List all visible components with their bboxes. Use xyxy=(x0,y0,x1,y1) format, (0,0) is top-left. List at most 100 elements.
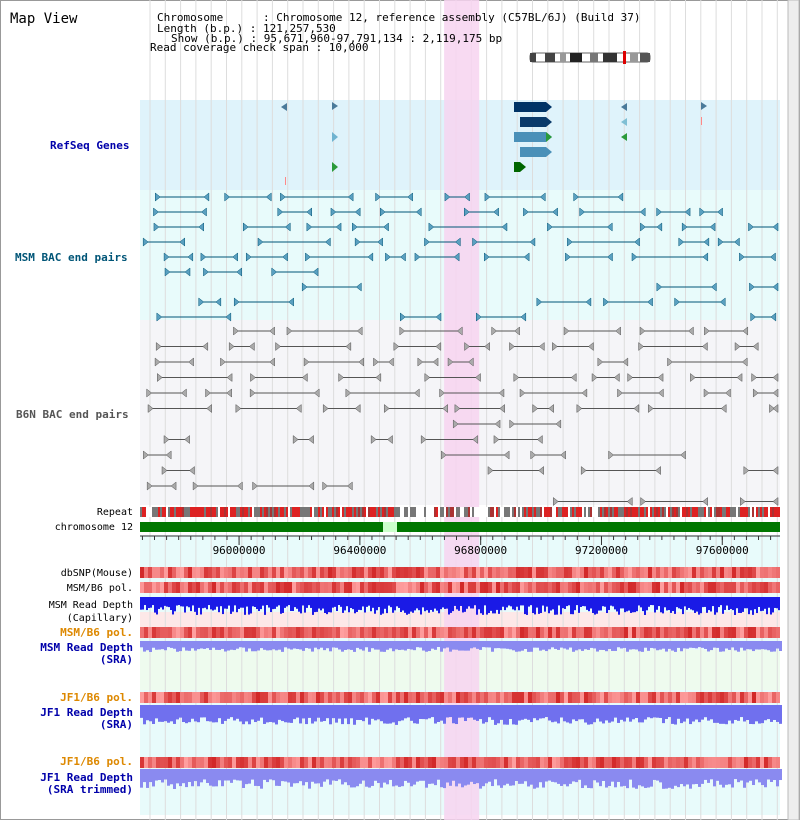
bac-end-marker[interactable] xyxy=(269,357,275,367)
bac-end-marker[interactable] xyxy=(539,192,546,202)
bac-end-marker[interactable] xyxy=(400,312,406,322)
bac-end-marker[interactable] xyxy=(769,403,775,414)
bac-end-marker[interactable] xyxy=(161,465,168,476)
bac-end-marker[interactable] xyxy=(570,372,577,383)
bac-end-marker[interactable] xyxy=(703,388,710,398)
bac-end-marker[interactable] xyxy=(742,326,749,336)
bac-end-marker[interactable] xyxy=(444,192,451,202)
bac-end-marker[interactable] xyxy=(699,207,706,217)
bac-end-marker[interactable] xyxy=(347,192,354,202)
bac-end-marker[interactable] xyxy=(179,237,186,247)
gene-marker[interactable] xyxy=(546,132,552,142)
bac-end-marker[interactable] xyxy=(702,496,708,507)
bac-end-marker[interactable] xyxy=(322,481,329,491)
bac-end-marker[interactable] xyxy=(435,341,442,352)
bac-end-marker[interactable] xyxy=(741,357,748,367)
bac-end-marker[interactable] xyxy=(379,207,386,217)
bac-end-marker[interactable] xyxy=(655,465,661,476)
bac-end-marker[interactable] xyxy=(751,372,758,383)
bac-end-marker[interactable] xyxy=(530,450,537,460)
bac-end-marker[interactable] xyxy=(608,450,614,460)
repeat-track[interactable] xyxy=(140,507,780,517)
bac-end-marker[interactable] xyxy=(312,267,319,277)
bac-end-marker[interactable] xyxy=(265,192,272,202)
msm-capillary-depth-track[interactable] xyxy=(140,597,780,615)
bac-end-marker[interactable] xyxy=(189,465,195,476)
bac-end-marker[interactable] xyxy=(308,481,315,491)
bac-end-marker[interactable] xyxy=(640,496,646,507)
bac-end-marker[interactable] xyxy=(407,192,413,202)
highlight-region[interactable] xyxy=(444,0,480,820)
bac-end-marker[interactable] xyxy=(484,252,490,262)
gene-feature[interactable] xyxy=(514,102,552,112)
bac-end-marker[interactable] xyxy=(475,372,481,383)
bac-end-marker[interactable] xyxy=(420,434,427,445)
bac-end-marker[interactable] xyxy=(354,207,361,217)
bac-end-marker[interactable] xyxy=(563,326,570,336)
bac-end-marker[interactable] xyxy=(684,207,691,217)
bac-end-marker[interactable] xyxy=(383,222,389,232)
bac-end-marker[interactable] xyxy=(435,312,442,322)
bac-end-marker[interactable] xyxy=(324,237,331,247)
bac-end-marker[interactable] xyxy=(198,297,205,307)
bac-end-marker[interactable] xyxy=(532,403,539,414)
bac-end-marker[interactable] xyxy=(393,341,400,352)
bac-end-marker[interactable] xyxy=(354,403,361,414)
bac-end-marker[interactable] xyxy=(588,341,594,352)
bac-end-marker[interactable] xyxy=(198,222,204,232)
bac-end-marker[interactable] xyxy=(387,434,393,445)
b6n-bac-track[interactable] xyxy=(143,326,779,507)
bac-end-marker[interactable] xyxy=(740,496,746,507)
bac-end-marker[interactable] xyxy=(305,252,311,262)
bac-end-marker[interactable] xyxy=(303,357,310,367)
bac-end-marker[interactable] xyxy=(752,341,759,352)
bac-end-marker[interactable] xyxy=(538,341,545,352)
bac-end-marker[interactable] xyxy=(257,237,264,247)
bac-end-marker[interactable] xyxy=(295,403,302,414)
bac-end-marker[interactable] xyxy=(538,465,544,476)
bac-end-marker[interactable] xyxy=(233,297,240,307)
bac-end-marker[interactable] xyxy=(552,207,558,217)
bac-end-marker[interactable] xyxy=(226,388,232,398)
bac-end-marker[interactable] xyxy=(452,419,459,429)
bac-end-marker[interactable] xyxy=(639,207,646,217)
bac-end-marker[interactable] xyxy=(415,207,422,217)
bac-end-marker[interactable] xyxy=(236,481,243,491)
bac-end-marker[interactable] xyxy=(734,341,741,352)
bac-end-marker[interactable] xyxy=(634,237,640,247)
bac-end-marker[interactable] xyxy=(424,237,430,247)
bac-end-marker[interactable] xyxy=(153,222,160,232)
bac-end-marker[interactable] xyxy=(146,481,153,491)
gene-feature[interactable] xyxy=(514,162,526,172)
gene-marker[interactable] xyxy=(281,103,287,111)
bac-end-marker[interactable] xyxy=(657,372,664,383)
bac-end-marker[interactable] xyxy=(520,312,527,322)
bac-end-marker[interactable] xyxy=(560,450,566,460)
bac-end-marker[interactable] xyxy=(615,326,621,336)
bac-end-marker[interactable] xyxy=(249,388,256,398)
bac-end-marker[interactable] xyxy=(345,341,352,352)
bac-end-marker[interactable] xyxy=(537,434,543,445)
bac-end-marker[interactable] xyxy=(163,434,170,445)
gene-feature[interactable] xyxy=(514,132,552,142)
bac-end-marker[interactable] xyxy=(498,388,505,398)
bac-end-marker[interactable] xyxy=(631,252,638,262)
bac-end-marker[interactable] xyxy=(375,192,381,202)
bac-end-marker[interactable] xyxy=(388,357,394,367)
bac-end-marker[interactable] xyxy=(702,252,709,262)
bac-end-marker[interactable] xyxy=(232,252,238,262)
bac-end-marker[interactable] xyxy=(245,252,252,262)
bac-end-marker[interactable] xyxy=(358,357,365,367)
bac-end-marker[interactable] xyxy=(250,372,256,383)
bac-end-marker[interactable] xyxy=(688,326,694,336)
bac-end-marker[interactable] xyxy=(736,372,743,383)
bac-end-marker[interactable] xyxy=(399,326,406,336)
bac-end-marker[interactable] xyxy=(487,465,494,476)
bac-end-marker[interactable] xyxy=(680,450,686,460)
bac-end-marker[interactable] xyxy=(704,326,710,336)
bac-end-marker[interactable] xyxy=(519,388,526,398)
bac-end-marker[interactable] xyxy=(367,252,374,262)
bac-end-marker[interactable] xyxy=(536,297,543,307)
bac-end-marker[interactable] xyxy=(439,388,445,398)
bac-end-marker[interactable] xyxy=(235,403,242,414)
